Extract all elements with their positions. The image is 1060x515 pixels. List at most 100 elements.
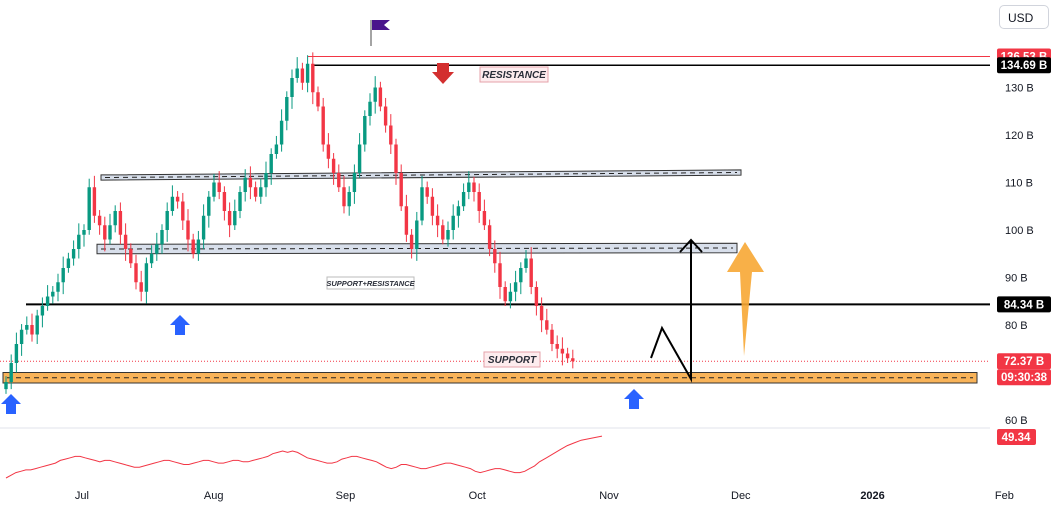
candle[interactable] (9, 363, 13, 382)
orange-up-arrow-icon[interactable] (727, 242, 764, 356)
support-zone[interactable] (2, 372, 978, 384)
projection-path[interactable] (650, 241, 692, 383)
candle[interactable] (404, 206, 409, 235)
candle[interactable] (77, 234, 81, 249)
candle[interactable] (144, 263, 149, 292)
candle[interactable] (253, 187, 258, 197)
candle[interactable] (545, 320, 549, 330)
candle[interactable] (97, 215, 102, 226)
candle[interactable] (134, 263, 138, 283)
candle[interactable] (550, 329, 554, 344)
candle[interactable] (487, 225, 492, 249)
candle[interactable] (212, 182, 216, 197)
candle[interactable] (498, 263, 502, 287)
candle[interactable] (160, 230, 164, 245)
candle[interactable] (394, 144, 398, 174)
candle[interactable] (435, 215, 440, 226)
candle[interactable] (25, 325, 29, 330)
candle[interactable] (181, 201, 185, 221)
candle[interactable] (524, 258, 528, 269)
candle[interactable] (45, 296, 50, 307)
candle[interactable] (227, 211, 232, 226)
candle[interactable] (409, 234, 414, 249)
candle[interactable] (14, 344, 19, 363)
candle[interactable] (326, 144, 331, 159)
candle[interactable] (555, 344, 559, 349)
candle[interactable] (4, 382, 8, 390)
flag-icon[interactable] (372, 20, 390, 30)
candle[interactable] (347, 192, 351, 207)
candle[interactable] (295, 68, 299, 79)
candle[interactable] (103, 225, 107, 240)
candle[interactable] (108, 225, 112, 240)
candle[interactable] (383, 106, 388, 126)
candle[interactable] (430, 196, 435, 216)
rsi-badge[interactable]: 49.34 (997, 429, 1036, 445)
candle[interactable] (186, 220, 190, 240)
candle[interactable] (316, 92, 320, 107)
candle[interactable] (19, 329, 24, 344)
candle[interactable] (441, 225, 445, 240)
candle[interactable] (446, 230, 450, 240)
candle[interactable] (539, 306, 544, 321)
candle[interactable] (87, 187, 91, 230)
candle[interactable] (534, 287, 539, 306)
candle[interactable] (233, 211, 237, 226)
support-label[interactable]: SUPPORT (483, 351, 541, 368)
candle[interactable] (201, 215, 206, 240)
candle[interactable] (61, 268, 65, 283)
candle[interactable] (222, 192, 227, 211)
candle[interactable] (155, 244, 159, 254)
candle[interactable] (35, 315, 39, 335)
candle[interactable] (472, 182, 476, 193)
candle[interactable] (513, 282, 518, 292)
candle[interactable] (368, 101, 372, 116)
candle[interactable] (357, 144, 362, 174)
candle[interactable] (560, 348, 565, 354)
candle[interactable] (264, 173, 268, 188)
candle[interactable] (92, 187, 97, 216)
candle[interactable] (279, 120, 284, 145)
candle[interactable] (274, 144, 279, 155)
candle[interactable] (290, 78, 294, 97)
blue-up-arrow-icon[interactable] (170, 315, 190, 335)
candle[interactable] (508, 291, 513, 302)
candle[interactable] (82, 230, 86, 235)
candle[interactable] (139, 282, 143, 292)
candle[interactable] (285, 97, 289, 121)
candle[interactable] (456, 206, 461, 216)
countdown-badge[interactable]: 09:30:38 (997, 369, 1051, 386)
candle[interactable] (467, 182, 471, 193)
candle[interactable] (269, 154, 273, 173)
blue-up-arrow-icon[interactable] (1, 394, 21, 414)
candle[interactable] (363, 116, 367, 145)
candle[interactable] (389, 125, 393, 145)
candle[interactable] (40, 306, 45, 316)
candle[interactable] (321, 106, 325, 145)
candle[interactable] (129, 249, 133, 264)
red-down-arrow-icon[interactable] (432, 63, 454, 84)
candle[interactable] (311, 63, 315, 93)
candle[interactable] (217, 182, 221, 193)
candle[interactable] (300, 68, 305, 83)
candle[interactable] (56, 282, 60, 292)
candle[interactable] (373, 87, 377, 102)
candle[interactable] (482, 211, 487, 226)
candle[interactable] (493, 249, 497, 264)
candle[interactable] (243, 177, 247, 192)
candle[interactable] (207, 196, 211, 216)
support-resistance-label[interactable]: SUPPORT+RESISTANCE (326, 276, 416, 290)
candle[interactable] (415, 220, 419, 250)
candle[interactable] (71, 249, 76, 259)
candle[interactable] (477, 192, 481, 211)
candle[interactable] (30, 325, 34, 335)
candle[interactable] (378, 87, 383, 107)
rsi-line[interactable] (5, 435, 603, 479)
candle[interactable] (238, 192, 242, 211)
candle[interactable] (420, 187, 424, 221)
currency-selector[interactable]: USD (999, 5, 1049, 29)
candle[interactable] (259, 187, 263, 197)
candle[interactable] (425, 187, 429, 197)
resistance-label[interactable]: RESISTANCE (479, 66, 549, 83)
candle[interactable] (66, 258, 71, 269)
